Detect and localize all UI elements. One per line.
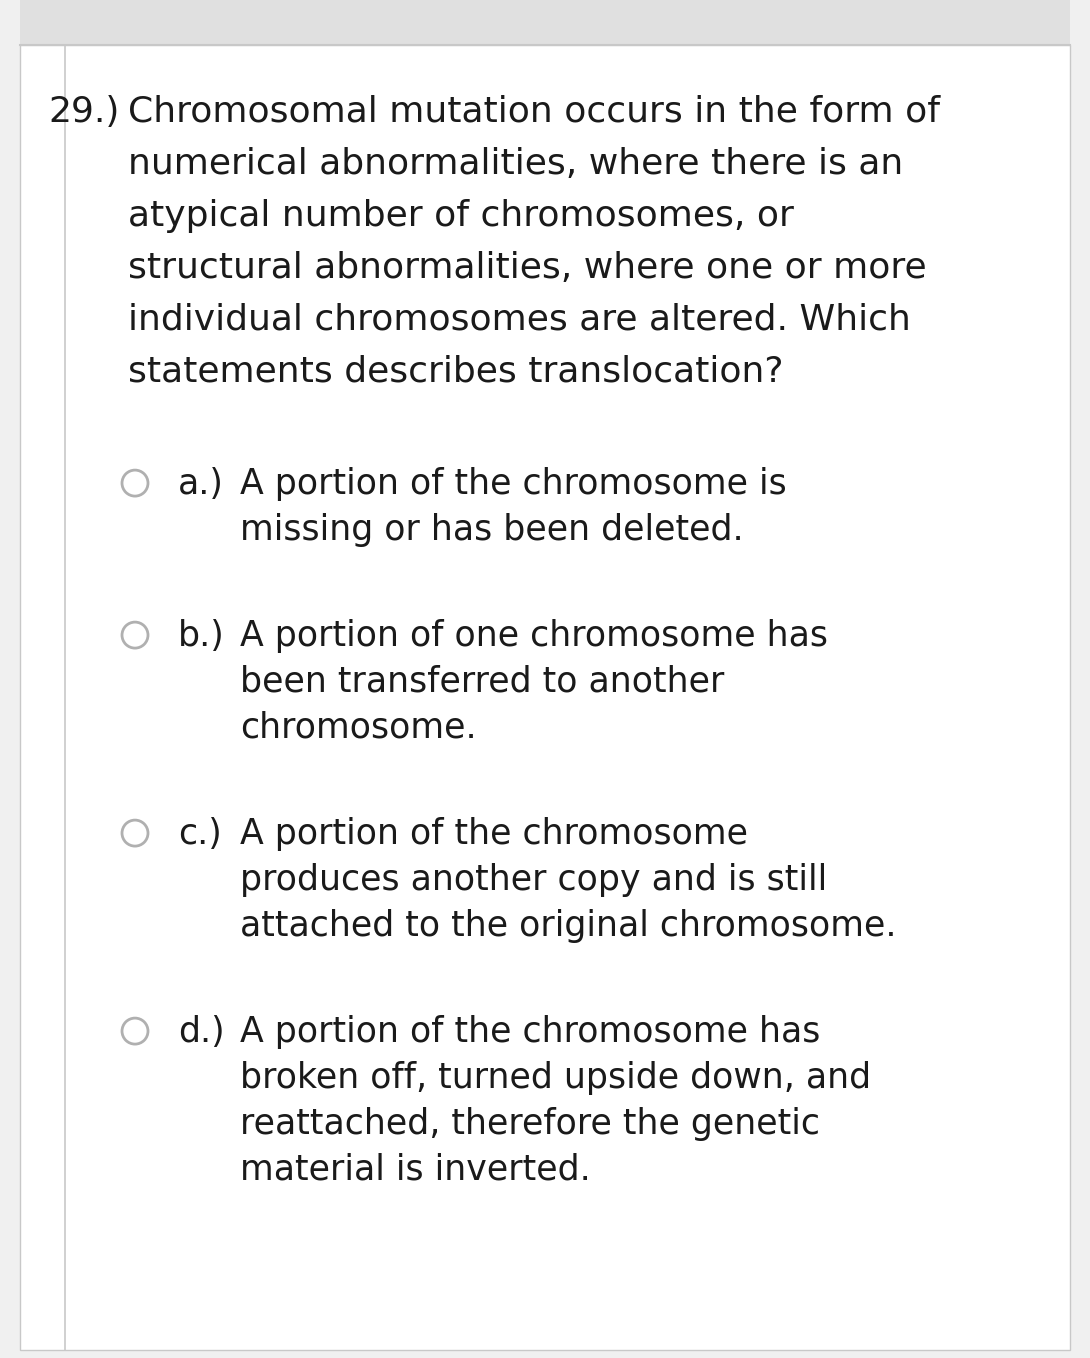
Text: chromosome.: chromosome.: [240, 712, 476, 746]
Text: A portion of the chromosome has: A portion of the chromosome has: [240, 1014, 821, 1048]
FancyBboxPatch shape: [20, 0, 1070, 45]
Text: reattached, therefore the genetic: reattached, therefore the genetic: [240, 1107, 820, 1141]
Text: material is inverted.: material is inverted.: [240, 1153, 591, 1187]
Text: broken off, turned upside down, and: broken off, turned upside down, and: [240, 1061, 871, 1095]
Text: statements describes translocation?: statements describes translocation?: [128, 354, 784, 388]
Text: numerical abnormalities, where there is an: numerical abnormalities, where there is …: [128, 147, 904, 181]
Text: b.): b.): [178, 619, 225, 653]
FancyBboxPatch shape: [20, 45, 1070, 1350]
Text: attached to the original chromosome.: attached to the original chromosome.: [240, 909, 896, 942]
Text: d.): d.): [178, 1014, 225, 1048]
Text: A portion of one chromosome has: A portion of one chromosome has: [240, 619, 828, 653]
Text: individual chromosomes are altered. Which: individual chromosomes are altered. Whic…: [128, 303, 911, 337]
Text: 29.): 29.): [48, 95, 120, 129]
Text: a.): a.): [178, 467, 223, 501]
Text: produces another copy and is still: produces another copy and is still: [240, 862, 827, 898]
Text: missing or has been deleted.: missing or has been deleted.: [240, 513, 743, 547]
Text: A portion of the chromosome is: A portion of the chromosome is: [240, 467, 787, 501]
Text: c.): c.): [178, 818, 221, 851]
Text: structural abnormalities, where one or more: structural abnormalities, where one or m…: [128, 251, 926, 285]
Text: been transferred to another: been transferred to another: [240, 665, 725, 699]
Text: Chromosomal mutation occurs in the form of: Chromosomal mutation occurs in the form …: [128, 95, 940, 129]
Text: atypical number of chromosomes, or: atypical number of chromosomes, or: [128, 200, 794, 234]
Text: A portion of the chromosome: A portion of the chromosome: [240, 818, 748, 851]
